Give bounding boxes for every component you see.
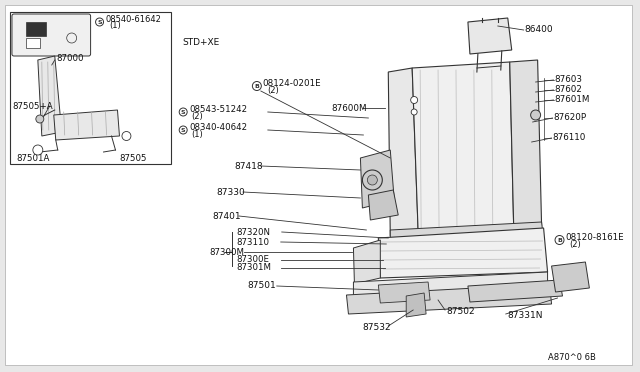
Circle shape <box>411 96 418 103</box>
Text: 873110: 873110 <box>236 237 269 247</box>
Text: (1): (1) <box>109 20 121 29</box>
Text: 87603: 87603 <box>554 74 582 83</box>
Polygon shape <box>378 282 430 303</box>
Polygon shape <box>360 150 394 208</box>
Text: B: B <box>255 83 259 89</box>
Circle shape <box>33 145 43 155</box>
Circle shape <box>362 170 382 190</box>
Circle shape <box>95 18 104 26</box>
Polygon shape <box>353 272 548 298</box>
Text: 86400: 86400 <box>525 25 554 33</box>
Polygon shape <box>412 62 514 232</box>
Text: 08120-8161E: 08120-8161E <box>566 232 624 241</box>
Text: S: S <box>97 19 102 25</box>
Polygon shape <box>369 190 398 220</box>
Text: 87600M: 87600M <box>332 103 367 112</box>
Bar <box>26 22 46 36</box>
Text: 08340-40642: 08340-40642 <box>189 122 247 131</box>
Polygon shape <box>38 56 61 136</box>
Text: S: S <box>181 128 186 132</box>
Bar <box>10 12 172 164</box>
Circle shape <box>252 81 261 90</box>
Circle shape <box>179 126 187 134</box>
Text: (1): (1) <box>191 129 203 138</box>
Polygon shape <box>353 240 380 284</box>
Text: 87320N: 87320N <box>236 228 270 237</box>
Text: S: S <box>181 109 186 115</box>
Circle shape <box>531 110 541 120</box>
Text: 87331N: 87331N <box>508 311 543 321</box>
Circle shape <box>411 109 417 115</box>
Text: A870^0 6B: A870^0 6B <box>548 353 595 362</box>
Circle shape <box>367 175 378 185</box>
Text: 87620P: 87620P <box>554 112 587 122</box>
Text: 876110: 876110 <box>552 132 586 141</box>
Text: 87601M: 87601M <box>554 94 590 103</box>
Text: 87602: 87602 <box>554 84 582 93</box>
Polygon shape <box>468 280 563 302</box>
Circle shape <box>36 115 44 123</box>
Polygon shape <box>346 284 552 314</box>
Text: 08540-61642: 08540-61642 <box>106 15 161 23</box>
Polygon shape <box>552 262 589 292</box>
Text: 87401: 87401 <box>212 212 241 221</box>
Text: B: B <box>557 237 562 243</box>
Polygon shape <box>390 222 543 248</box>
Polygon shape <box>406 293 426 317</box>
Text: 87300E: 87300E <box>236 256 269 264</box>
Circle shape <box>122 131 131 141</box>
Text: 87330: 87330 <box>216 187 244 196</box>
Text: 87501: 87501 <box>247 282 276 291</box>
Polygon shape <box>468 18 512 54</box>
Text: (2): (2) <box>267 86 278 94</box>
Text: 87300M: 87300M <box>209 247 244 257</box>
Text: 87501A: 87501A <box>16 154 49 163</box>
Text: 08543-51242: 08543-51242 <box>189 105 247 113</box>
Polygon shape <box>54 110 120 140</box>
Text: 87502: 87502 <box>446 308 475 317</box>
Text: (2): (2) <box>570 240 581 248</box>
Circle shape <box>179 108 187 116</box>
Text: STD+XE: STD+XE <box>182 38 220 46</box>
Text: 87000: 87000 <box>57 54 84 62</box>
Text: 87505+A: 87505+A <box>12 102 52 110</box>
Text: 87301M: 87301M <box>236 263 271 273</box>
Bar <box>26 38 40 48</box>
Text: 87532: 87532 <box>362 324 391 333</box>
Text: 08124-0201E: 08124-0201E <box>263 78 321 87</box>
Circle shape <box>67 33 77 43</box>
Circle shape <box>555 235 564 244</box>
Polygon shape <box>509 60 541 228</box>
Polygon shape <box>388 68 418 236</box>
FancyBboxPatch shape <box>12 14 91 56</box>
Text: (2): (2) <box>191 112 203 121</box>
Text: 87418: 87418 <box>234 161 262 170</box>
Polygon shape <box>378 228 548 278</box>
Text: 87505: 87505 <box>120 154 147 163</box>
